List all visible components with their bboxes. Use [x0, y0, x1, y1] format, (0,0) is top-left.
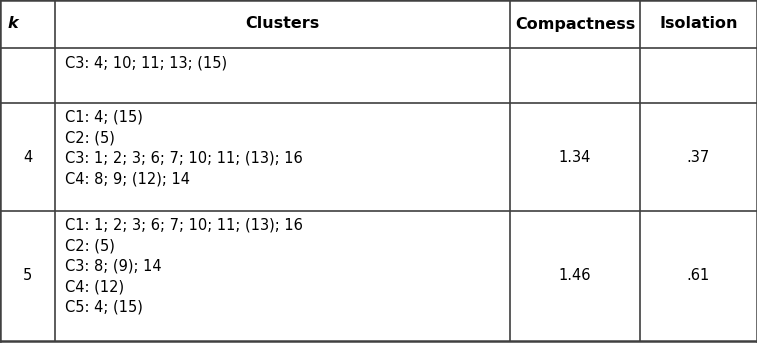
Text: .37: .37	[687, 150, 710, 164]
Text: Clusters: Clusters	[245, 16, 319, 32]
Text: C3: 4; 10; 11; 13; (15): C3: 4; 10; 11; 13; (15)	[65, 55, 227, 70]
Text: Compactness: Compactness	[515, 16, 635, 32]
Text: 1.46: 1.46	[559, 269, 591, 284]
Text: 4: 4	[23, 150, 32, 164]
Text: .61: .61	[687, 269, 710, 284]
Text: 1.34: 1.34	[559, 150, 591, 164]
Text: C1: 4; (15)
C2: (5)
C3: 1; 2; 3; 6; 7; 10; 11; (13); 16
C4: 8; 9; (12); 14: C1: 4; (15) C2: (5) C3: 1; 2; 3; 6; 7; 1…	[65, 110, 303, 186]
Text: C1: 1; 2; 3; 6; 7; 10; 11; (13); 16
C2: (5)
C3: 8; (9); 14
C4: (12)
C5: 4; (15): C1: 1; 2; 3; 6; 7; 10; 11; (13); 16 C2: …	[65, 218, 303, 315]
Text: k: k	[8, 16, 19, 32]
Text: Isolation: Isolation	[659, 16, 738, 32]
Text: 5: 5	[23, 269, 32, 284]
